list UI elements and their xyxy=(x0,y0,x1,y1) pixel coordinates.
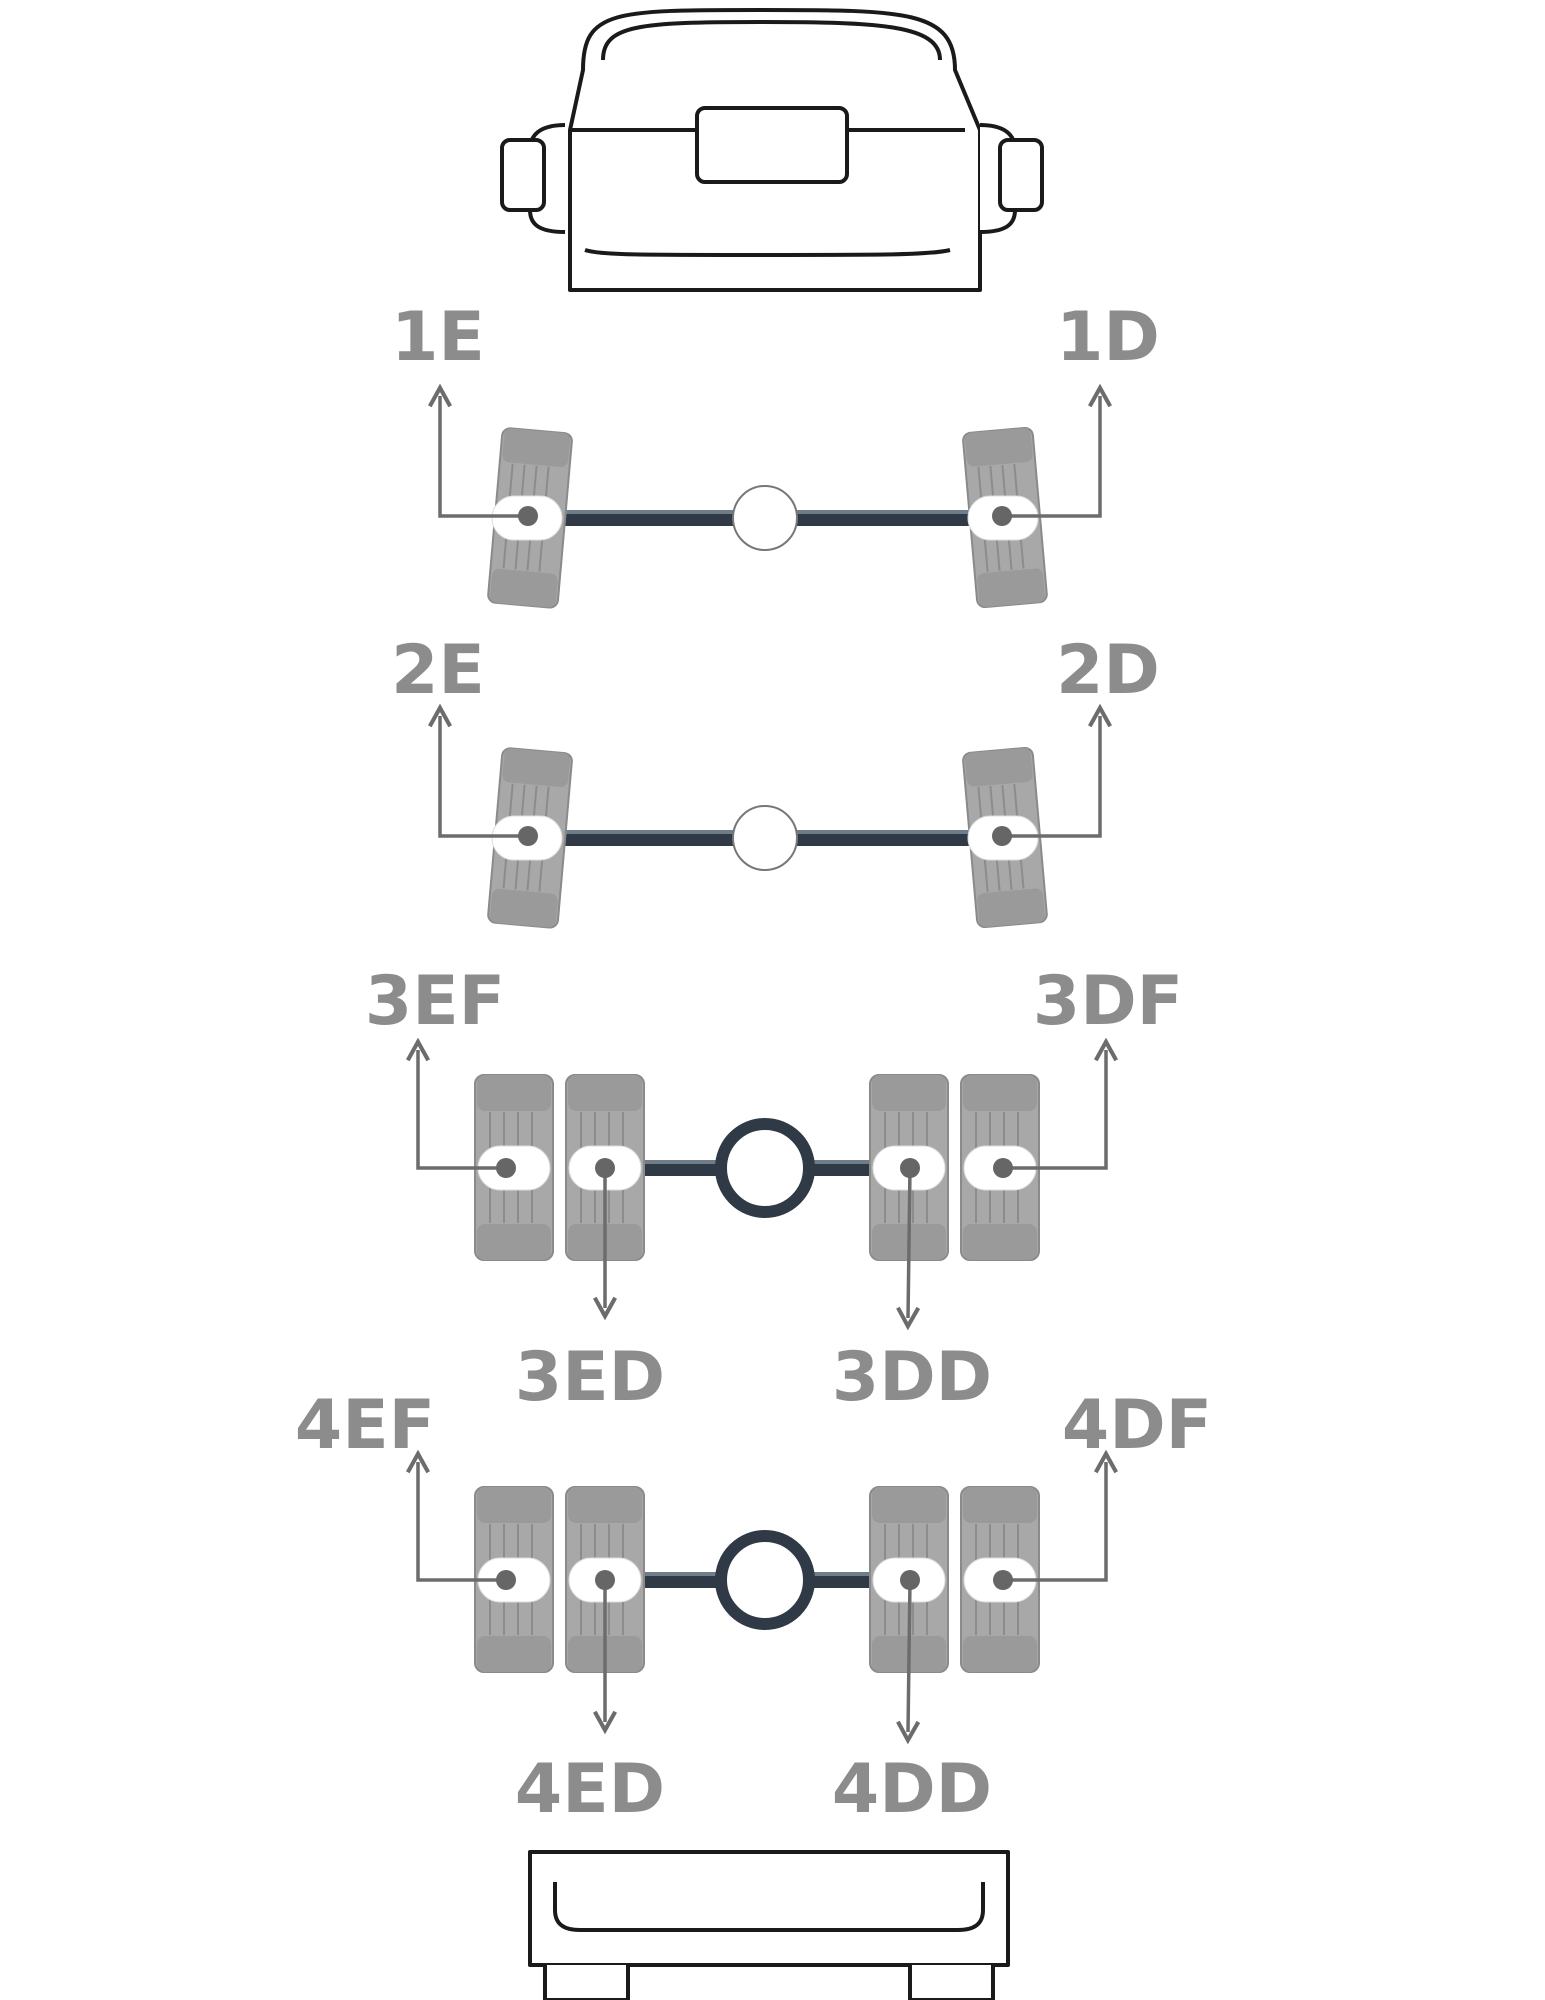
label-4DF: 4DF xyxy=(1062,1386,1212,1465)
tire-4EF xyxy=(474,1486,554,1673)
leader-1D xyxy=(1002,396,1100,518)
axle-4 xyxy=(418,1462,1106,1732)
label-4DD: 4DD xyxy=(832,1750,992,1829)
axle-2 xyxy=(440,716,1100,929)
leader-1E xyxy=(440,396,528,518)
left-mirror xyxy=(500,138,546,212)
leader-4EF xyxy=(418,1462,506,1582)
axle-1 xyxy=(440,396,1100,609)
label-3DF: 3DF xyxy=(1033,962,1183,1041)
leader-2D xyxy=(1002,716,1100,838)
cab-window-panel xyxy=(695,106,849,184)
label-2D: 2D xyxy=(1056,631,1160,710)
label-4EF: 4EF xyxy=(295,1386,435,1465)
leader-3EF xyxy=(418,1050,506,1170)
truck-cab-front xyxy=(500,8,1044,292)
label-1D: 1D xyxy=(1056,298,1160,377)
right-mirror xyxy=(998,138,1044,212)
leader-2E xyxy=(440,716,528,838)
axle-3 xyxy=(418,1050,1106,1318)
leader-4DD xyxy=(908,1579,910,1732)
tire-1E xyxy=(487,427,573,609)
label-3ED: 3ED xyxy=(515,1338,665,1417)
label-3DD: 3DD xyxy=(832,1338,992,1417)
leader-4DF xyxy=(1003,1462,1106,1582)
differential-housing xyxy=(715,1530,815,1630)
differential-hub xyxy=(732,485,798,551)
differential-housing xyxy=(715,1118,815,1218)
leader-3DD xyxy=(908,1167,910,1318)
leader-3DF xyxy=(1003,1050,1106,1170)
truck-rear xyxy=(528,1850,1010,2000)
label-1E: 1E xyxy=(391,298,485,377)
rear-left-foot xyxy=(543,1965,630,2000)
label-2E: 2E xyxy=(391,631,485,710)
label-3EF: 3EF xyxy=(365,962,505,1041)
rear-right-foot xyxy=(908,1965,995,2000)
label-4ED: 4ED xyxy=(515,1750,665,1829)
differential-hub xyxy=(732,805,798,871)
